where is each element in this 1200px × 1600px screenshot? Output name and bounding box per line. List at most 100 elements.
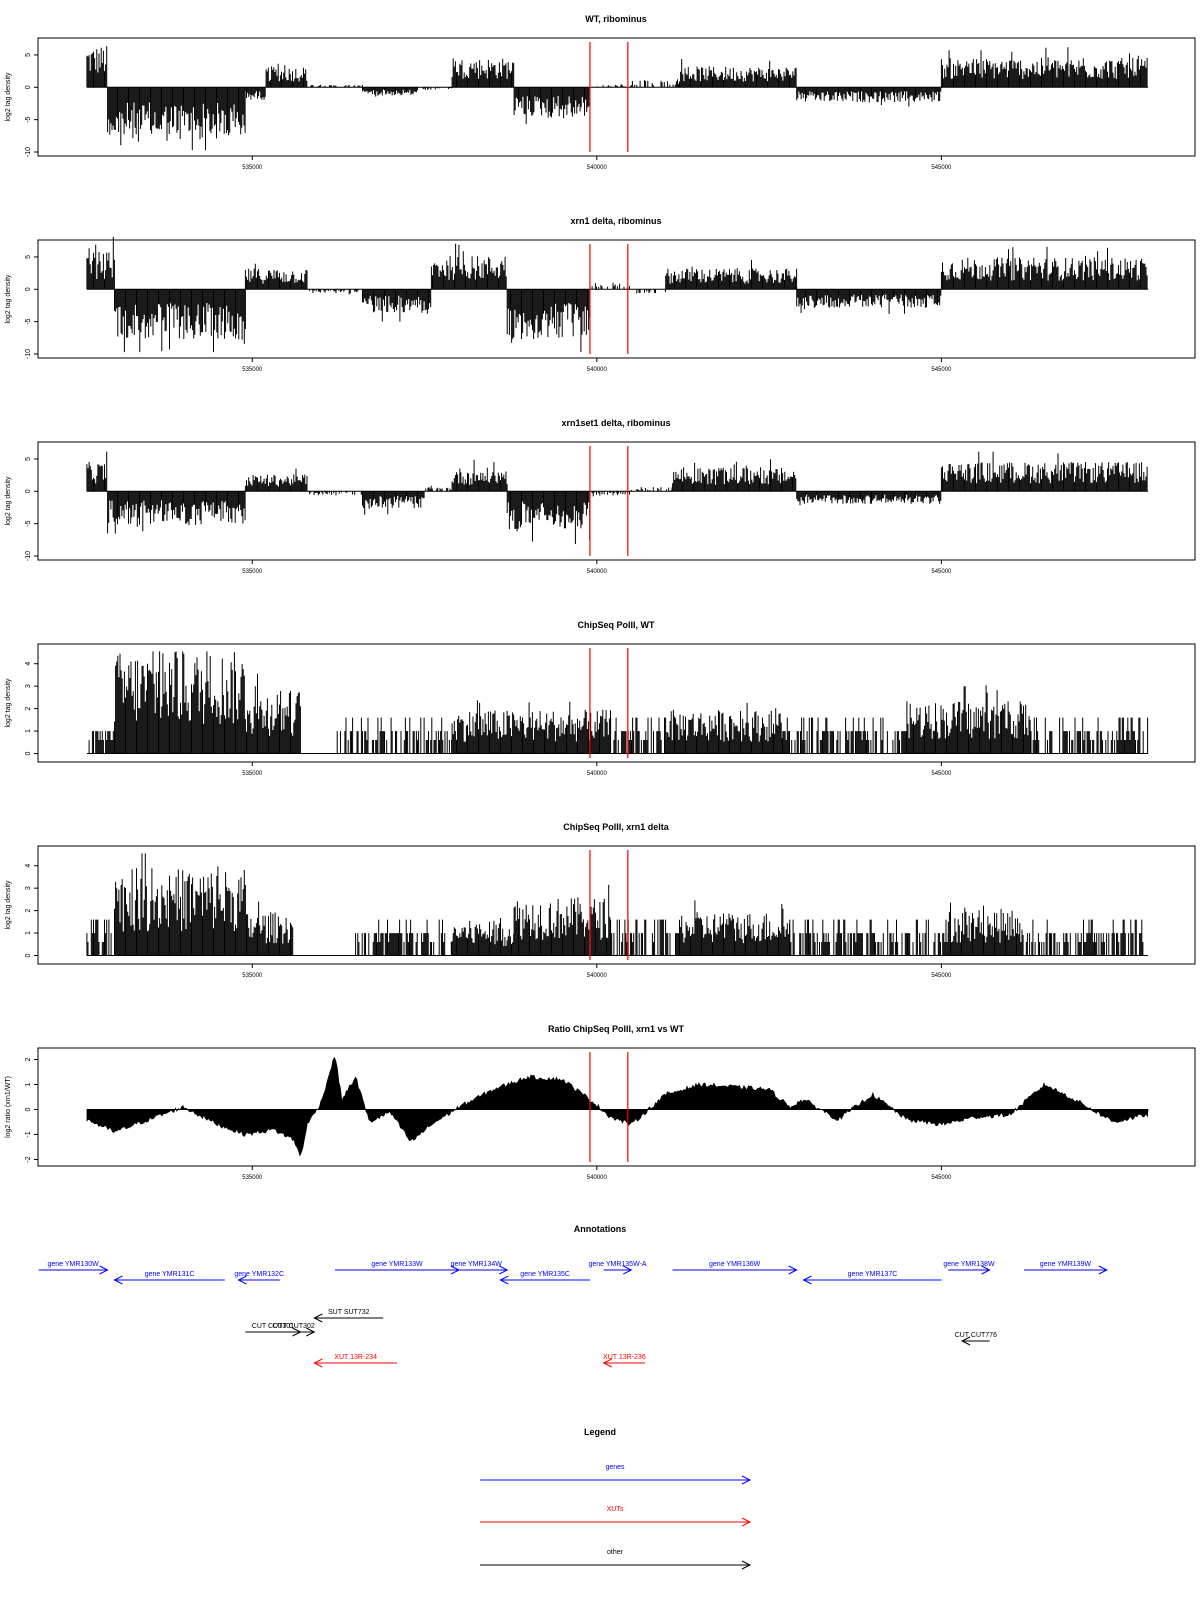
legend-items: genes XUTs other <box>480 1464 752 1570</box>
legend-item-label: genes <box>605 1464 625 1471</box>
x-tick-label: 535000 <box>242 973 263 979</box>
y-tick-label: 3 <box>25 886 32 890</box>
annotations-title: Annotations <box>574 1224 627 1234</box>
y-tick-label: 1 <box>25 729 32 733</box>
gene-label: gene YMR139W <box>1040 1261 1092 1268</box>
x-tick-label: 545000 <box>931 973 952 979</box>
legend-item-other: other <box>480 1549 752 1570</box>
track-panel-4: ChipSeq PolII, WT log2 tag density 0 1 2 3 4 53… <box>5 620 1196 777</box>
y-axis-label: log2 tag density <box>5 678 12 728</box>
gene-label: gene YMR135C <box>520 1271 570 1278</box>
y-tick-label: 4 <box>25 864 32 868</box>
y-tick-label: 5 <box>25 255 32 259</box>
y-tick-label: 0 <box>25 489 32 493</box>
gene-arrow: gene YMR135C <box>499 1271 590 1285</box>
x-tick-label: 540000 <box>587 367 608 373</box>
plot-frame <box>37 1047 1196 1167</box>
y-tick-label: 1 <box>25 931 32 935</box>
y-tick-label: -5 <box>25 520 32 526</box>
x-tick-label: 540000 <box>587 165 608 171</box>
y-tick-label: 4 <box>25 662 32 666</box>
y-tick-label: -10 <box>25 551 32 561</box>
legend-title: Legend <box>584 1427 616 1437</box>
track-panel-3: xrn1set1 delta, ribominus log2 tag densit… <box>5 418 1196 575</box>
x-tick-label: 535000 <box>242 771 263 777</box>
ratio-area <box>86 1056 1149 1157</box>
plot-frame <box>37 441 1196 561</box>
gene-label: gene YMR136W <box>709 1261 761 1268</box>
xut-arrow: XUT 13R-236 <box>602 1354 646 1368</box>
y-axis-label: log2 tag density <box>5 880 12 930</box>
gene-arrow: gene YMR130W <box>38 1261 109 1275</box>
y-axis-label: log2 tag density <box>5 72 12 122</box>
panel-title: xrn1 delta, ribominus <box>570 216 661 226</box>
annotations-panel: Annotations gene YMR130W gene YMR131C gene… <box>38 1224 1108 1368</box>
x-tick-label: 535000 <box>242 569 263 575</box>
y-axis-label: log2 tag density <box>5 274 12 324</box>
x-tick-label: 535000 <box>242 165 263 171</box>
y-tick-label: 0 <box>25 85 32 89</box>
gene-label: gene YMR135W-A <box>588 1261 646 1268</box>
track-panel-5: ChipSeq PolII, xrn1 delta log2 tag densit… <box>5 822 1196 979</box>
x-tick-label: 535000 <box>242 1175 263 1181</box>
gene-label: gene YMR131C <box>145 1271 195 1278</box>
gene-arrow: gene YMR135W-A <box>588 1261 647 1275</box>
plot-frame <box>37 845 1196 965</box>
panel-title: WT, ribominus <box>585 14 647 24</box>
y-tick-label: 3 <box>25 684 32 688</box>
x-tick-label: 545000 <box>931 367 952 373</box>
plot-frame <box>37 643 1196 763</box>
legend-item-genes: genes <box>480 1464 752 1485</box>
gene-label: gene YMR133W <box>371 1261 423 1268</box>
legend-item-label: other <box>607 1549 624 1556</box>
plot-frame <box>37 37 1196 157</box>
y-tick-label: 0 <box>25 1107 32 1111</box>
y-tick-label: 5 <box>25 53 32 57</box>
gene-arrow: gene YMR139W <box>1024 1261 1108 1275</box>
y-tick-label: 1 <box>25 1082 32 1086</box>
x-tick-label: 545000 <box>931 569 952 575</box>
plot-frame <box>37 239 1196 359</box>
x-tick-label: 535000 <box>242 367 263 373</box>
legend-item-XUTs: XUTs <box>480 1506 752 1527</box>
panel-title: xrn1set1 delta, ribominus <box>561 418 670 428</box>
gene-label: gene YMR132C <box>234 1271 284 1278</box>
gene-arrow: gene YMR132C <box>234 1271 284 1285</box>
x-tick-label: 545000 <box>931 165 952 171</box>
gene-label: gene YMR134W <box>451 1261 503 1268</box>
other-feature-label: CUT CUT301 <box>252 1323 294 1330</box>
gene-label: gene YMR137C <box>848 1271 898 1278</box>
xut-label: XUT 13R-234 <box>334 1354 377 1361</box>
x-tick-label: 540000 <box>587 569 608 575</box>
y-tick-label: 2 <box>25 707 32 711</box>
gene-arrow: gene YMR137C <box>802 1271 942 1285</box>
x-tick-label: 540000 <box>587 771 608 777</box>
gene-arrow: gene YMR138W <box>943 1261 995 1275</box>
track-panel-2: xrn1 delta, ribominus log2 tag density -10… <box>5 216 1196 373</box>
legend-item-label: XUTs <box>607 1506 624 1513</box>
gene-arrow: gene YMR131C <box>113 1271 225 1285</box>
xut-arrow: XUT 13R-234 <box>313 1354 397 1368</box>
panel-title: Ratio ChipSeq PolII, xrn1 vs WT <box>548 1024 685 1034</box>
y-tick-label: 5 <box>25 457 32 461</box>
panel-title: ChipSeq PolII, xrn1 delta <box>563 822 670 832</box>
y-axis-label: log2 ratio (xrn1/WT) <box>5 1076 12 1138</box>
y-tick-label: -1 <box>25 1131 32 1137</box>
y-tick-label: 0 <box>25 751 32 755</box>
y-axis-label: log2 tag density <box>5 476 12 526</box>
x-tick-label: 545000 <box>931 1175 952 1181</box>
y-tick-label: -5 <box>25 116 32 122</box>
y-tick-label: -10 <box>25 349 32 359</box>
y-tick-label: 0 <box>25 287 32 291</box>
other-feature-arrow: SUT SUT732 <box>313 1309 384 1323</box>
other-feature-arrow: CUT CUT776 <box>955 1332 997 1346</box>
signal-bars <box>86 853 1144 956</box>
y-tick-label: 2 <box>25 909 32 913</box>
y-tick-label: 2 <box>25 1057 32 1061</box>
y-tick-label: -10 <box>25 147 32 157</box>
signal-bars <box>86 451 1148 544</box>
gene-arrow: gene YMR134W <box>445 1261 509 1275</box>
other-feature-label: CUT CUT302 <box>272 1323 314 1330</box>
